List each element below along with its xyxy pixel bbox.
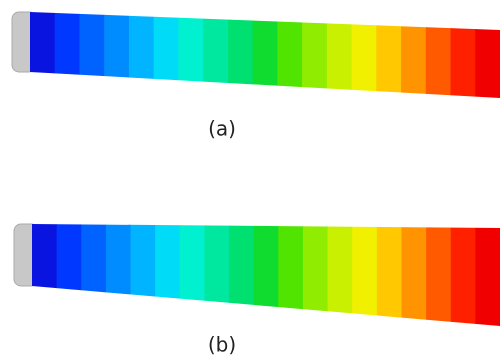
contour-band — [55, 0, 80, 363]
contour-band — [79, 0, 104, 363]
contour-band — [228, 0, 253, 363]
contour-band — [203, 0, 228, 363]
contour-band — [104, 0, 129, 363]
contour-band — [154, 0, 179, 363]
panel-label: (b) — [208, 333, 236, 357]
contour-band — [178, 0, 203, 363]
contour-band — [253, 0, 278, 363]
panel-label: (a) — [208, 117, 236, 141]
figure: (a) (b) — [0, 0, 500, 363]
contour-band — [129, 0, 154, 363]
contour-band — [30, 0, 55, 363]
